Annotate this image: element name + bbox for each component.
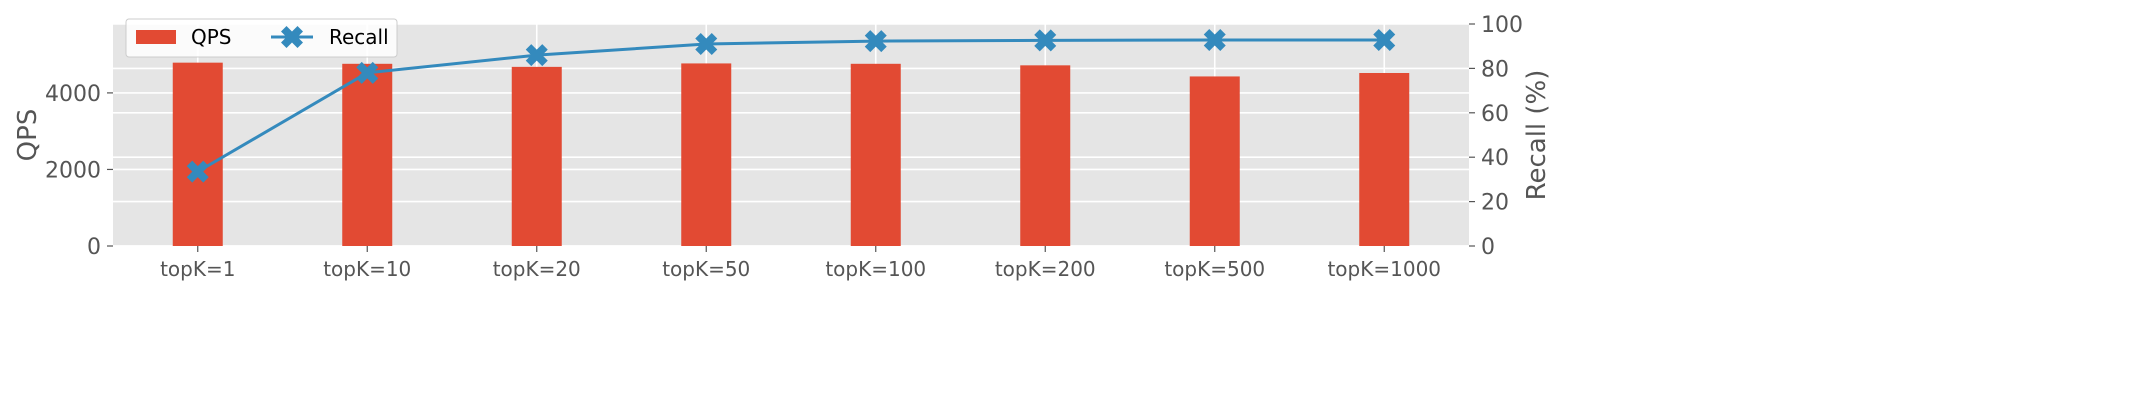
- recall-polyline: [196, 38, 1385, 173]
- recall-point: [695, 32, 718, 55]
- recall-line: [186, 28, 1396, 183]
- recall-point: [1373, 28, 1396, 51]
- y2-tick-label: 60: [1481, 102, 1509, 127]
- x-tick-label: topK=50: [662, 257, 750, 281]
- qps-bar: [172, 62, 223, 247]
- x-tick-label: topK=1: [160, 257, 235, 281]
- x-tick-label: topK=500: [1164, 257, 1265, 281]
- qps-bar: [850, 63, 901, 246]
- y2-axis-label: Recall (%): [1522, 70, 1552, 201]
- x-tick-label: topK=100: [825, 257, 926, 281]
- y2-tick-label: 0: [1481, 235, 1495, 260]
- recall-point: [525, 44, 548, 67]
- qps-bar: [681, 63, 732, 247]
- legend-recall-label: Recall: [329, 25, 389, 49]
- y2-tick-label: 20: [1481, 191, 1509, 216]
- qps-bar: [342, 63, 393, 246]
- x-tick-label: topK=200: [995, 257, 1096, 281]
- recall-point: [864, 30, 887, 53]
- x-tick-label: topK=1000: [1327, 257, 1441, 281]
- recall-point: [356, 61, 379, 84]
- recall-point: [1034, 29, 1057, 52]
- axes: 0 2000 4000 0 20 40 60 80 100 topK=1 topK=10 topK=2…: [45, 13, 1523, 281]
- recall-point: [1203, 28, 1226, 51]
- plot-background: [113, 24, 1469, 246]
- y-axis-label: QPS: [13, 109, 43, 162]
- legend: QPS Recall: [125, 18, 398, 58]
- legend-recall-marker: [281, 26, 303, 48]
- qps-bar: [1189, 76, 1240, 246]
- qps-bar: [511, 66, 562, 247]
- qps-bar: [1359, 72, 1410, 246]
- legend-qps-label: QPS: [191, 25, 232, 49]
- y-tick-label: 2000: [45, 158, 101, 183]
- x-tick-label: topK=10: [323, 257, 411, 281]
- qps-bar: [1020, 65, 1071, 247]
- y2-tick-label: 100: [1481, 13, 1523, 38]
- y2-tick-label: 40: [1481, 146, 1509, 171]
- x-tick-label: topK=20: [493, 257, 581, 281]
- legend-box: [125, 18, 398, 58]
- y-tick-label: 4000: [45, 82, 101, 107]
- y-tick-label: 0: [87, 235, 101, 260]
- qps-bars: [172, 62, 1410, 247]
- recall-point: [186, 160, 209, 183]
- legend-qps-swatch: [136, 30, 176, 44]
- y2-tick-label: 80: [1481, 57, 1509, 82]
